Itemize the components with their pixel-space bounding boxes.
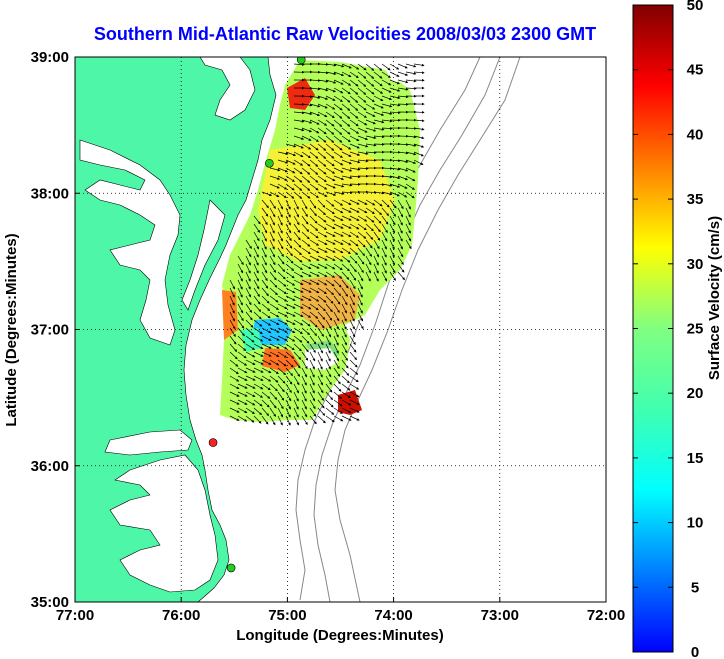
x-tick-label: 75:00: [268, 607, 306, 624]
colorbar-tick-label: 0: [691, 644, 699, 659]
map-title: Southern Mid-Atlantic Raw Velocities 200…: [94, 24, 596, 44]
chesapeake-bay: [79, 139, 181, 346]
y-tick-label: 39:00: [31, 49, 69, 66]
pamlico-sound: [109, 454, 219, 593]
colorbar-label: Surface Velocity (cm/s): [706, 216, 723, 380]
x-axis-label: Longitude (Degrees:Minutes): [236, 627, 444, 644]
y-tick-label: 36:00: [31, 458, 69, 475]
x-tick-label: 77:00: [56, 607, 94, 624]
colorbar-tick-label: 50: [687, 0, 704, 14]
eastern-shore-water: [181, 199, 226, 311]
y-tick-label: 38:00: [31, 185, 69, 202]
radar-station-marker: [226, 563, 236, 573]
x-axis-ticks: 77:00 76:00 75:00 74:00 73:00 72:00: [56, 597, 625, 624]
x-tick-label: 73:00: [481, 607, 519, 624]
colorbar-tick-label: 35: [687, 191, 704, 208]
radar-station-marker: [265, 158, 274, 168]
velocity-vectors: [229, 62, 425, 426]
colorbar-tick-label: 45: [687, 62, 704, 79]
x-tick-label: 76:00: [162, 607, 200, 624]
colorbar-tick-label: 15: [687, 450, 704, 467]
x-tick-label: 74:00: [374, 607, 412, 624]
radar-station-marker: [296, 57, 306, 65]
y-tick-label: 37:00: [31, 322, 69, 339]
colorbar: [632, 4, 674, 653]
x-tick-label: 72:00: [587, 607, 625, 624]
radar-station-marker: [208, 438, 218, 447]
colorbar-tick-label: 5: [691, 579, 699, 596]
radar-stations: [208, 57, 306, 573]
y-axis-label: Latitude (Degrees:Minutes): [3, 233, 20, 426]
colorbar-tick-label: 20: [687, 385, 704, 402]
colorbar-tick-label: 25: [687, 321, 704, 338]
map-grid: [75, 57, 606, 602]
y-axis-ticks: 39:00 38:00 37:00 36:00 35:00: [31, 49, 80, 611]
colorbar-tick-label: 30: [687, 256, 704, 273]
y-tick-label: 35:00: [31, 594, 69, 611]
colorbar-tick-label: 40: [687, 126, 704, 143]
colorbar-tick-label: 10: [687, 515, 704, 532]
delaware-bay: [199, 57, 256, 121]
albemarle-sound: [104, 429, 193, 456]
colorbar-ticks: 0 5 10 15 20 25 30 35 40 45 50: [633, 0, 703, 659]
